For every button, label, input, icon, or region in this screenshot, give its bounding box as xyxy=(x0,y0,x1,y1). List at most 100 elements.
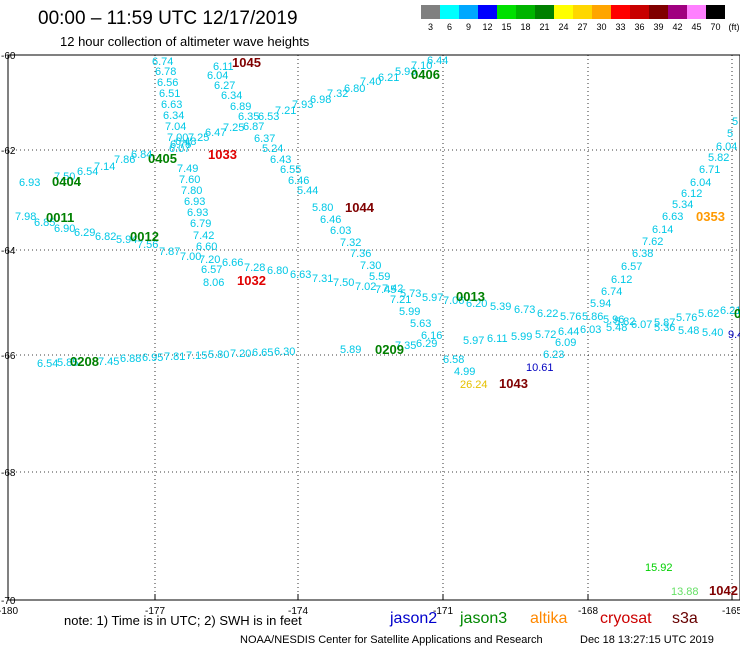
swh-value: 5.89 xyxy=(340,344,361,356)
swh-value: 6.63 xyxy=(662,211,683,223)
swh-value: 6.79 xyxy=(190,218,211,230)
swh-value: 7.25 xyxy=(223,122,244,134)
swh-value: 6.12 xyxy=(681,188,702,200)
swh-value: 5.94 xyxy=(590,298,611,310)
swh-value: 26.24 xyxy=(460,379,488,391)
swh-value: 5.97 xyxy=(422,292,443,304)
time-marker: 0011 xyxy=(46,210,74,225)
swh-value: 6.16 xyxy=(421,330,442,342)
swh-value: 6.22 xyxy=(537,308,558,320)
swh-value: 7.62 xyxy=(642,236,663,248)
swh-value: 6.38 xyxy=(632,248,653,260)
swh-value: 7.80 xyxy=(181,185,202,197)
swh-value: 7.31 xyxy=(312,273,333,285)
swh-value: 7.98 xyxy=(15,211,36,223)
swh-value: 13.88 xyxy=(671,586,699,598)
swh-value: 5.34 xyxy=(672,199,693,211)
swh-value: 7.21 xyxy=(390,294,411,306)
scale-swatch-70 xyxy=(706,5,725,19)
swh-value: 6.84 xyxy=(131,149,152,161)
swh-value: 6.48 xyxy=(175,136,196,148)
time-marker: 0 xyxy=(734,306,740,321)
time-marker: 0406 xyxy=(411,67,440,82)
scale-swatch-24 xyxy=(554,5,573,19)
swh-value: 5.96 xyxy=(603,314,624,326)
scale-swatch-6 xyxy=(440,5,459,19)
swh-value: 7.06 xyxy=(443,295,464,307)
swh-value: 6.85 xyxy=(34,217,55,229)
swh-value: 5.80 xyxy=(208,349,229,361)
swh-value: 6.58 xyxy=(443,354,464,366)
swh-value: 8.06 xyxy=(203,277,224,289)
swh-value: 6.78 xyxy=(155,66,176,78)
swh-value: 5.97 xyxy=(463,335,484,347)
swh-value: 6.29 xyxy=(74,227,95,239)
scale-label-15: 15 xyxy=(501,22,512,32)
scale-label-70: 70 xyxy=(710,22,721,32)
swh-value: 5.94 xyxy=(116,234,137,246)
scale-swatch-12 xyxy=(478,5,497,19)
page-subtitle: 12 hour collection of altimeter wave hei… xyxy=(60,34,310,49)
swh-value: 5.85 xyxy=(57,357,78,369)
swh-value: 7.87 xyxy=(159,246,180,258)
scale-label-18: 18 xyxy=(520,22,531,32)
time-marker: 1033 xyxy=(208,147,237,162)
scale-swatch-15 xyxy=(497,5,516,19)
time-marker: 0208 xyxy=(70,354,99,369)
lon-tick-label: -174 xyxy=(288,606,308,617)
swh-value: 5.48 xyxy=(606,322,627,334)
swh-value: 7.00 xyxy=(167,132,188,144)
swh-value: 5.80 xyxy=(312,202,333,214)
scale-unit-label: (ft) xyxy=(728,22,740,32)
lat-tick-label: -68 xyxy=(1,468,16,479)
swh-value: 6.60 xyxy=(196,241,217,253)
swh-value: 6.90 xyxy=(54,223,75,235)
swh-value: 7.02 xyxy=(355,281,376,293)
swh-value: 5.86 xyxy=(582,311,603,323)
time-marker: 1032 xyxy=(237,273,266,288)
swh-value: 7.49 xyxy=(177,163,198,175)
swh-value: 5.62 xyxy=(698,308,719,320)
swh-value: 6.04 xyxy=(207,70,228,82)
swh-value: 6.66 xyxy=(222,257,243,269)
lon-tick-label: -180 xyxy=(0,606,18,617)
swh-value: 7.21 xyxy=(275,105,296,117)
scale-label-45: 45 xyxy=(691,22,702,32)
scale-swatch-42 xyxy=(668,5,687,19)
swh-value: 6.09 xyxy=(555,337,576,349)
swh-value: 6.07 xyxy=(169,143,190,155)
swh-value: 7.32 xyxy=(340,237,361,249)
swh-value: 6.93 xyxy=(184,196,205,208)
swh-value: 7.20 xyxy=(230,348,251,360)
swh-value: 6.21 xyxy=(378,72,399,84)
mission-cryosat: cryosat xyxy=(600,610,652,627)
scale-label-6: 6 xyxy=(446,22,452,32)
swh-value: 6.03 xyxy=(580,324,601,336)
scale-swatch-21 xyxy=(535,5,554,19)
swh-value: 5.73 xyxy=(400,288,421,300)
swh-value: 5.99 xyxy=(511,331,532,343)
swh-value: 5.82 xyxy=(708,152,729,164)
swh-value: 6.73 xyxy=(514,304,535,316)
time-marker: 0405 xyxy=(148,151,177,166)
swh-value: 6.93 xyxy=(19,177,40,189)
scale-label-12: 12 xyxy=(482,22,493,32)
swh-value: 6.11 xyxy=(487,333,508,345)
lat-tick-label: -64 xyxy=(1,246,16,257)
swh-value: 6.30 xyxy=(274,346,295,358)
scale-label-9: 9 xyxy=(465,22,471,32)
lon-tick-label: -177 xyxy=(145,606,165,617)
scale-swatch-30 xyxy=(592,5,611,19)
scale-swatch-18 xyxy=(516,5,535,19)
swh-value: 6.57 xyxy=(201,264,222,276)
swh-value: 6.63 xyxy=(290,269,311,281)
swh-value: 6.37 xyxy=(254,133,275,145)
swh-value: 6.74 xyxy=(601,286,622,298)
lat-tick-label: -66 xyxy=(1,351,16,362)
swh-value: 6.75 xyxy=(170,139,191,151)
lat-tick-label: -60 xyxy=(1,51,16,62)
swh-value: 7.30 xyxy=(360,260,381,272)
swh-value: 6.43 xyxy=(270,154,291,166)
swh-value: 6.20 xyxy=(466,298,487,310)
swh-value: 5.59 xyxy=(369,271,390,283)
